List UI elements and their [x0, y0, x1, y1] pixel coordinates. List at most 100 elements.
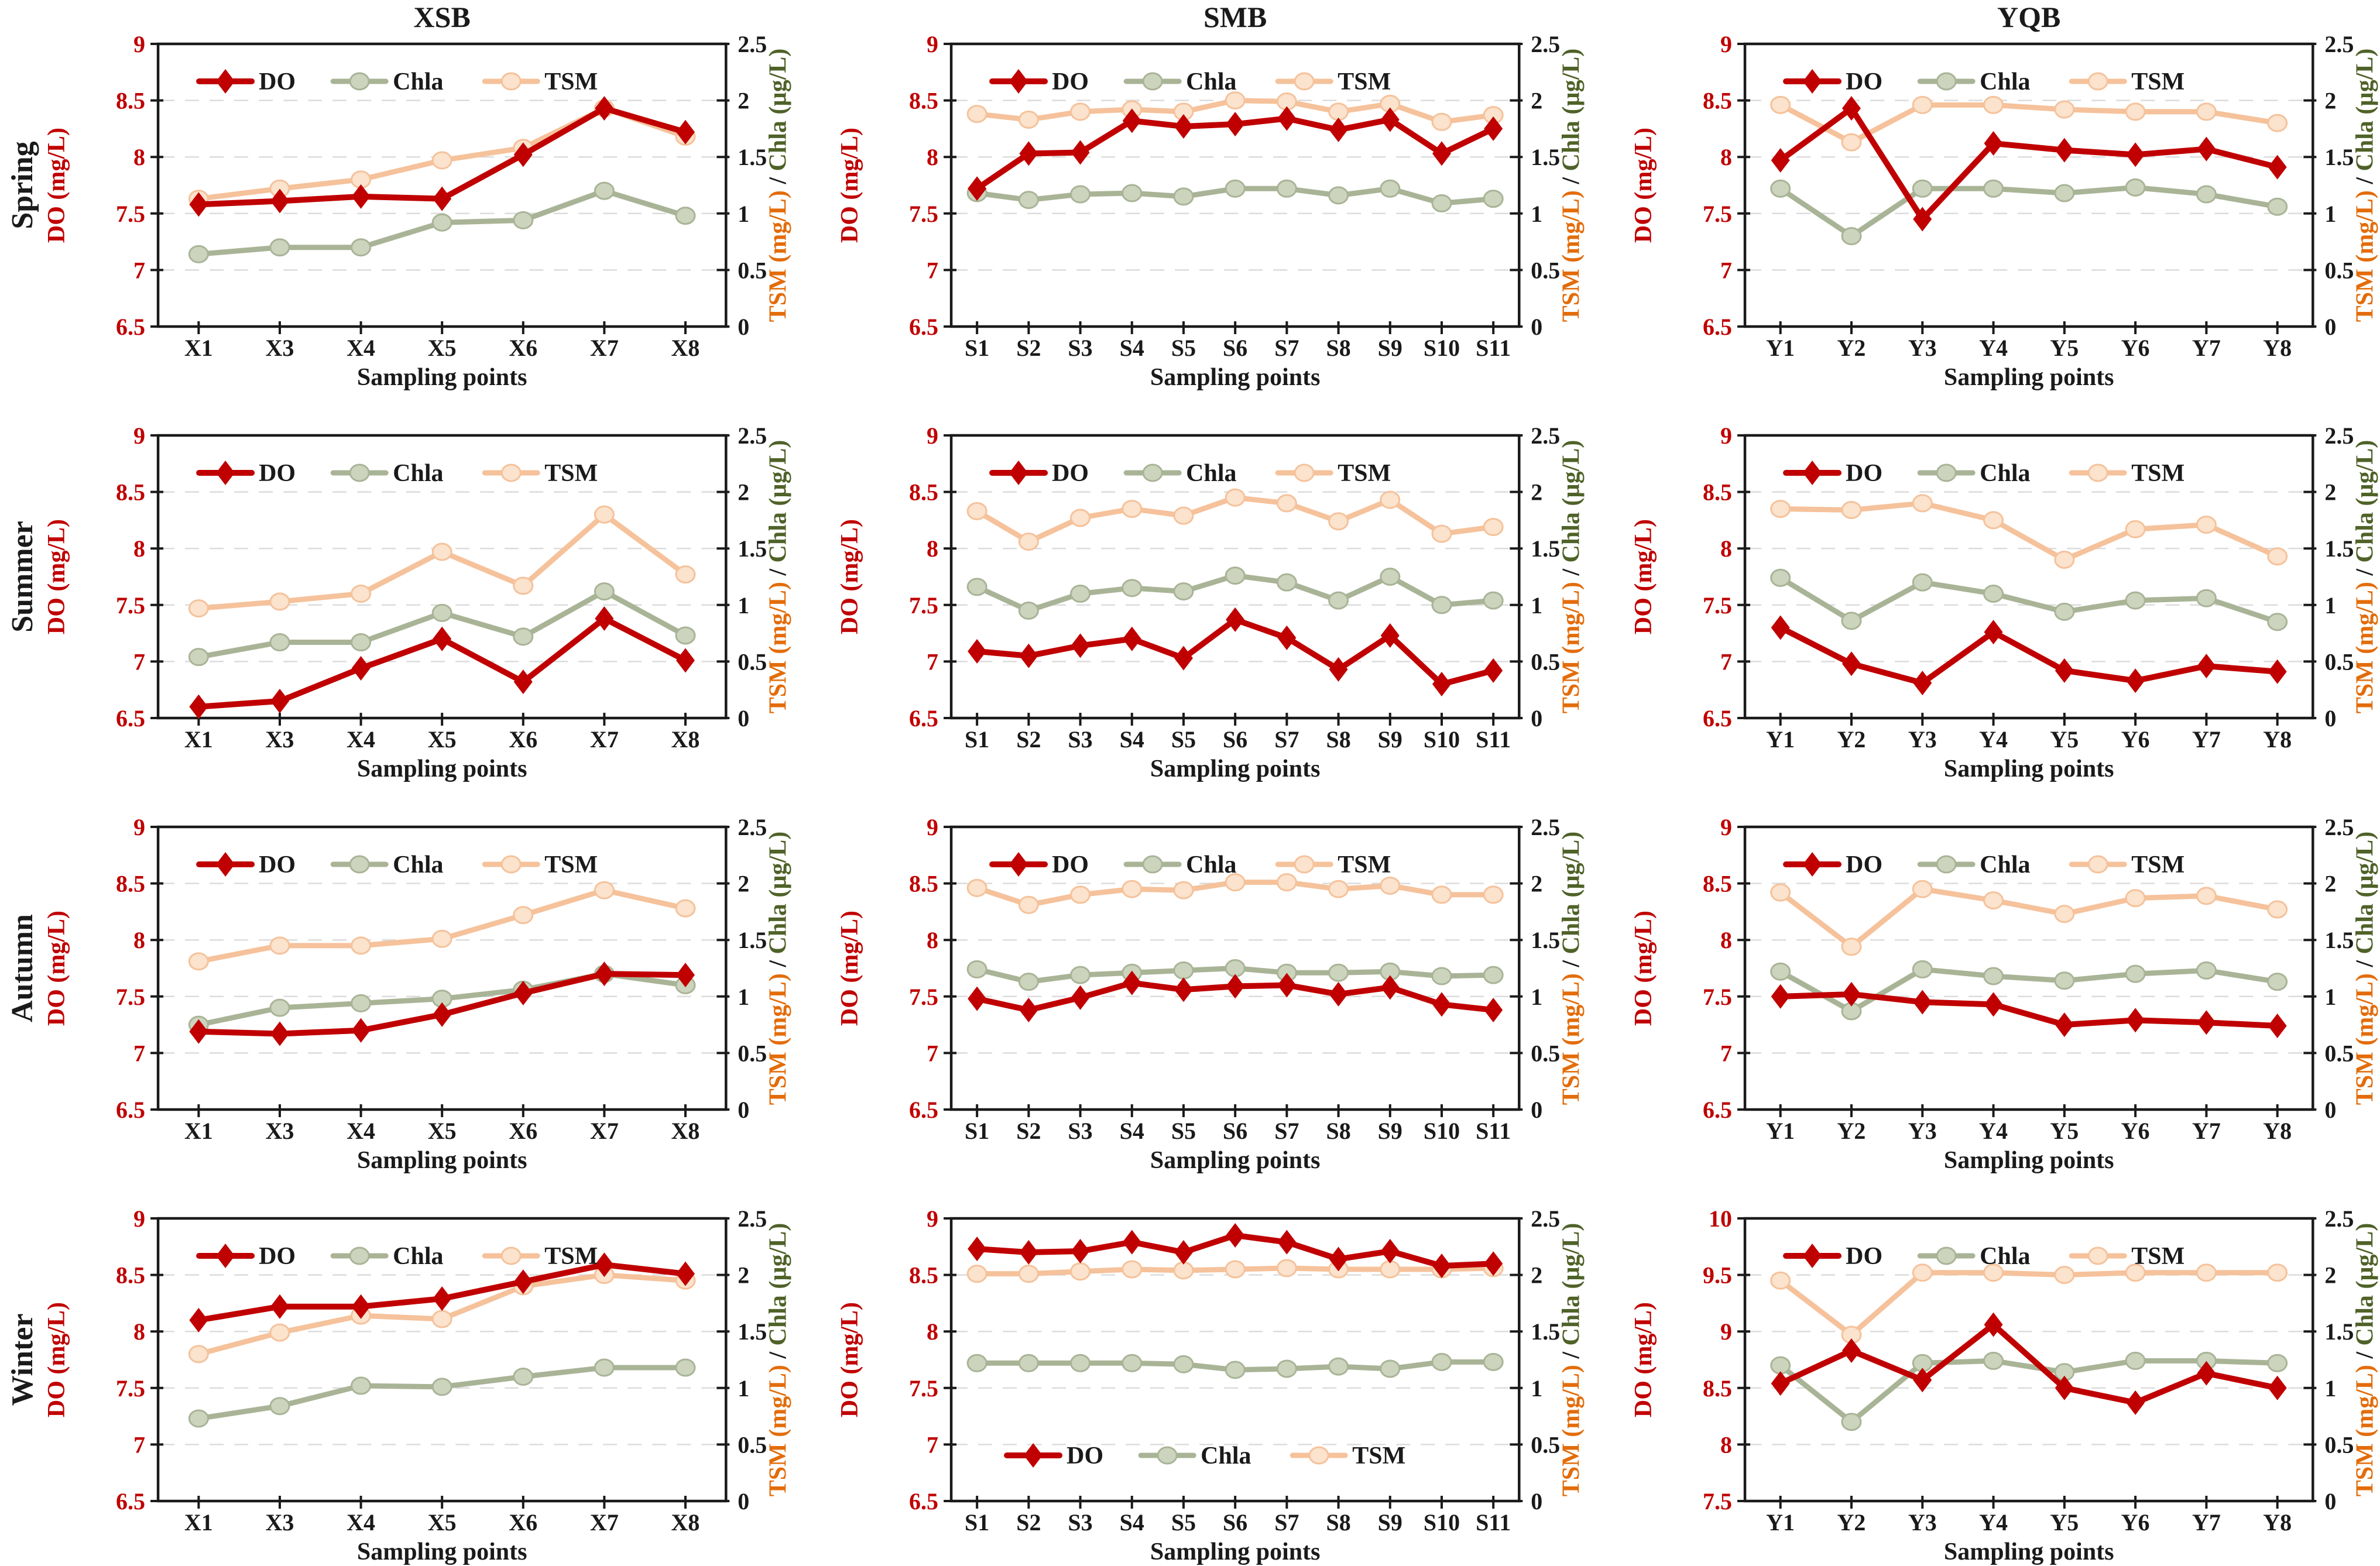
left-tick-label: 8 — [927, 535, 938, 562]
right-tick-label: 1.5 — [1531, 535, 1561, 562]
x-tick-label: S8 — [1326, 335, 1351, 361]
do-marker — [2125, 1390, 2145, 1415]
legend-label-tsm: TSM — [1338, 851, 1391, 878]
do-marker — [1381, 1239, 1400, 1264]
legend-item-chla: Chla — [1917, 851, 2030, 878]
chart-cell-winter-yqb: 7.5 8 8.5 9 9.5 10 0 0.5 1 1.5 2 2.5 Y1 Y2 Y3 Y4 Y5 Y6 Y7 Y… — [1587, 1174, 2380, 1566]
x-tick-label: Y2 — [1837, 1509, 1865, 1536]
x-tick-label: Y1 — [1766, 1509, 1795, 1536]
left-tick-label: 9 — [1720, 423, 1732, 449]
right-tick-label: 1.5 — [738, 535, 767, 562]
legend-marker-chla — [1142, 463, 1163, 482]
tsm-chla-axis-label: TSM (mg/L) / Chla (µg/L) — [1558, 440, 1585, 713]
legend-marker-do — [216, 461, 235, 485]
legend-marker-chla — [1936, 72, 1957, 91]
left-tick-label: 6.5 — [116, 314, 145, 340]
chla-marker — [1841, 612, 1862, 630]
x-tick-label: S3 — [1068, 1118, 1093, 1144]
legend-item-do: DO — [1782, 1243, 1882, 1270]
x-tick-label: Y5 — [2050, 335, 2079, 361]
chla-marker — [269, 998, 290, 1017]
legend-marker-tsm — [500, 1246, 522, 1265]
x-tick-label: X4 — [347, 335, 375, 361]
tsm-marker — [1225, 91, 1246, 110]
chla-marker — [1769, 568, 1791, 587]
tsm-marker — [269, 936, 290, 955]
legend-item-tsm: TSM — [2069, 851, 2184, 878]
do-marker — [1771, 147, 1790, 173]
right-tick-label: 0 — [2324, 314, 2336, 340]
do-marker — [1329, 117, 1348, 142]
chla-marker — [675, 626, 696, 645]
chla-marker — [1431, 967, 1452, 985]
chla-marker — [1328, 1357, 1349, 1376]
right-tick-label: 2.5 — [738, 31, 767, 57]
chla-marker — [1841, 226, 1862, 245]
tsm-marker — [1173, 506, 1194, 525]
x-tick-label: X6 — [509, 1118, 537, 1144]
x-tick-label: Y5 — [2050, 1509, 2079, 1536]
legend-item-chla: Chla — [330, 460, 444, 487]
do-marker — [1019, 643, 1038, 668]
legend-label-tsm: TSM — [544, 851, 598, 878]
x-tick-label: S5 — [1171, 335, 1196, 361]
tsm-marker — [594, 505, 615, 524]
tsm-marker — [2266, 900, 2288, 919]
chla-series-line — [1777, 575, 2280, 625]
do-marker — [1071, 140, 1090, 165]
tsm-marker — [1277, 494, 1298, 513]
tsm-marker — [1122, 500, 1143, 518]
x-tick-label: S1 — [965, 1509, 989, 1536]
do-marker — [675, 963, 695, 988]
legend-label-tsm: TSM — [1338, 68, 1391, 95]
tsm-marker — [269, 592, 290, 611]
x-tick-label: X8 — [671, 335, 700, 361]
chla-marker — [1380, 1359, 1401, 1378]
do-axis-label: DO (mg/L) — [1630, 128, 1657, 243]
do-series-line — [1777, 991, 2280, 1029]
left-tick-label: 10 — [1709, 1206, 1732, 1232]
legend: DO Chla TSM — [196, 851, 598, 878]
legend-label-do: DO — [1052, 68, 1089, 95]
tsm-marker — [431, 929, 452, 948]
x-axis-label: Sampling points — [1150, 364, 1321, 391]
chart-title: SMB — [1203, 1, 1267, 33]
tsm-chla-axis-label: TSM (mg/L) / Chla (µg/L) — [1558, 832, 1585, 1105]
do-marker — [433, 626, 452, 651]
right-tick-label: 2 — [1531, 871, 1543, 897]
chla-marker — [1018, 191, 1040, 210]
legend-item-chla: Chla — [1123, 460, 1237, 487]
chla-marker — [431, 213, 452, 232]
left-tick-label: 7 — [1720, 257, 1732, 283]
do-marker — [1123, 1230, 1142, 1255]
chla-marker — [1018, 1354, 1040, 1372]
right-tick-label: 0 — [2324, 705, 2336, 732]
chla-marker — [351, 994, 372, 1012]
x-tick-label: S8 — [1326, 726, 1351, 753]
legend-item-tsm: TSM — [482, 68, 598, 95]
tsm-marker — [2125, 889, 2146, 908]
chla-marker — [966, 578, 987, 596]
tsm-marker — [431, 1310, 452, 1328]
chart-cell-spring-smb: 6.5 7 7.5 8 8.5 9 0 0.5 1 1.5 2 2.5 S1 S2 S3 S4 S5 S6 S7 S8… — [793, 0, 1586, 392]
chla-marker — [1483, 966, 1504, 984]
do-marker — [1226, 1222, 1245, 1248]
left-tick-label: 9 — [133, 814, 145, 840]
do-marker — [1226, 112, 1245, 137]
x-axis-label: Sampling points — [1150, 1538, 1321, 1565]
right-tick-label: 0 — [738, 705, 749, 732]
x-tick-label: S3 — [1068, 335, 1093, 361]
chart-cell-summer-yqb: 6.5 7 7.5 8 8.5 9 0 0.5 1 1.5 2 2.5 Y1 Y2 Y3 Y4 Y5 Y6 Y7 Y8… — [1587, 392, 2380, 783]
do-marker — [1381, 975, 1400, 1000]
x-tick-label: S6 — [1223, 726, 1247, 753]
tsm-marker — [1018, 1265, 1040, 1283]
x-tick-label: X3 — [266, 335, 294, 361]
x-tick-label: S1 — [965, 726, 989, 753]
left-tick-label: 6.5 — [909, 314, 938, 340]
do-axis-label: DO (mg/L) — [1630, 1302, 1657, 1417]
right-tick-label: 0 — [1531, 1488, 1543, 1515]
x-tick-label: Y8 — [2263, 335, 2292, 361]
left-tick-label: 8 — [133, 535, 145, 562]
chla-marker — [1018, 973, 1040, 991]
left-tick-label: 7.5 — [909, 984, 938, 1010]
